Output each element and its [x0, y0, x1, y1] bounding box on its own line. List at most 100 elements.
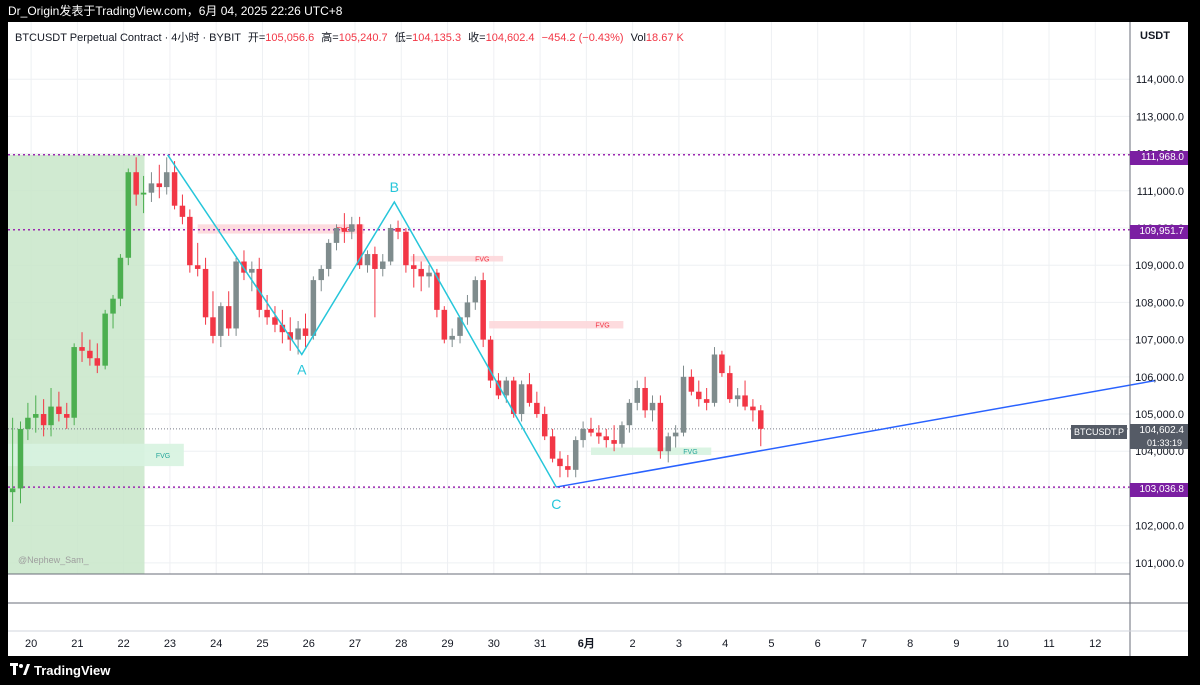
candle-body — [387, 228, 394, 262]
candle-body — [233, 261, 239, 329]
legend-close-label: 收= — [468, 32, 486, 44]
price-tick-label: 108,000.0 — [1135, 297, 1184, 309]
candle-body — [372, 254, 378, 269]
candle-body — [295, 328, 301, 340]
candle-body — [171, 172, 178, 206]
time-tick-label: 6月 — [578, 637, 595, 650]
candle-body — [17, 428, 24, 489]
legend-vol-label: Vol — [630, 32, 646, 44]
legend-high-label: 高= — [321, 32, 339, 44]
time-tick-label: 23 — [164, 638, 176, 650]
pattern-label-c: C — [551, 496, 561, 512]
time-tick-label: 26 — [303, 638, 315, 650]
candle-body — [48, 406, 54, 426]
time-tick-label: 2 — [630, 638, 636, 650]
legend-vol: 18.67 K — [645, 32, 684, 44]
candle-body — [133, 172, 139, 195]
legend-change: −454.2 (−0.43%) — [541, 32, 624, 44]
attribution-bar: Dr_Origin发表于TradingView.com，6月 04, 2025 … — [0, 0, 1200, 22]
fvg-zone — [590, 447, 712, 455]
candle-body — [449, 335, 455, 340]
candle-body — [426, 272, 432, 277]
price-tick-label: 109,000.0 — [1135, 260, 1184, 272]
candle-body — [318, 268, 324, 281]
candle-body — [457, 317, 463, 336]
candle-body — [503, 380, 510, 396]
candle-body — [634, 387, 640, 403]
price-tick-label: 101,000.0 — [1135, 558, 1184, 570]
candle-body — [703, 399, 710, 403]
chart-canvas[interactable]: FVGFVGFVGFVGFVG ABC 114,000.0113,000.011… — [8, 22, 1188, 656]
candle-body — [356, 224, 363, 266]
time-tick-label: 24 — [210, 638, 222, 650]
candle-body — [510, 380, 517, 415]
fvg-zone — [8, 443, 184, 467]
legend-low-label: 低= — [394, 32, 413, 44]
axis-unit-label[interactable]: USDT — [1140, 30, 1170, 42]
time-tick-label: 27 — [349, 638, 361, 650]
time-tick-label: 6 — [815, 638, 821, 650]
candle-body — [418, 268, 424, 277]
price-tick-label: 106,000.0 — [1135, 372, 1184, 384]
candle-body — [187, 216, 193, 266]
candle-body — [411, 265, 417, 269]
chart-legend: BTCUSDT Perpetual Contract · 4小时 · BYBIT… — [15, 29, 684, 45]
last-price-label: 104,602.4 — [1130, 424, 1188, 438]
candle-body — [534, 402, 540, 415]
symbol-tag: BTCUSDT.P — [1071, 425, 1127, 439]
candle-body — [696, 391, 702, 400]
time-tick-label: 5 — [768, 638, 774, 650]
fvg-zone — [197, 224, 365, 234]
time-tick-label: 3 — [676, 638, 682, 650]
candle-body — [403, 231, 409, 266]
legend-symbol[interactable]: BTCUSDT Perpetual Contract · 4小时 · BYBIT — [15, 32, 241, 44]
candle-body — [148, 183, 155, 193]
candle-body — [657, 402, 664, 452]
candle-body — [110, 298, 116, 314]
attribution-text: Dr_Origin发表于TradingView.com，6月 04, 2025 … — [8, 4, 343, 18]
time-tick-label: 21 — [71, 638, 83, 650]
candle-body — [441, 309, 448, 340]
candle-body — [434, 272, 440, 310]
candle-body — [140, 192, 147, 195]
candle-body — [79, 347, 85, 351]
candle-body — [349, 224, 355, 232]
candle-body — [603, 436, 609, 441]
time-tick-label: 29 — [441, 638, 453, 650]
candle-body — [56, 406, 62, 415]
candle-body — [719, 354, 725, 374]
legend-open-label: 开= — [247, 32, 266, 44]
horizontal-levels — [8, 154, 1130, 488]
candle-body — [225, 306, 232, 329]
time-tick-label: 20 — [25, 638, 37, 650]
candle-body — [472, 280, 479, 303]
fvg-label: FVG — [156, 453, 170, 460]
fvg-label: FVG — [683, 449, 697, 456]
candles — [9, 157, 764, 522]
time-tick-label: 25 — [256, 638, 268, 650]
time-tick-label: 22 — [118, 638, 130, 650]
candle-body — [580, 428, 586, 441]
time-tick-label: 28 — [395, 638, 407, 650]
level-label-resistance-1: 111,968.0 — [1130, 151, 1188, 165]
tradingview-brand: TradingView — [34, 663, 111, 678]
price-tick-label: 105,000.0 — [1135, 409, 1184, 421]
candle-body — [688, 376, 695, 392]
candle-body — [25, 417, 31, 429]
candle-body — [565, 466, 571, 470]
candle-body — [279, 324, 286, 333]
candle-body — [194, 265, 201, 269]
pattern-label-a: A — [297, 362, 307, 378]
candle-body — [734, 395, 741, 400]
candle-body — [333, 228, 340, 243]
candle-body — [202, 268, 209, 318]
time-tick-label: 30 — [488, 638, 500, 650]
time-tick-label: 11 — [1043, 638, 1054, 650]
price-tick-label: 104,000.0 — [1135, 446, 1184, 458]
candle-body — [310, 280, 317, 336]
candle-body — [9, 488, 16, 493]
candle-body — [249, 268, 255, 273]
level-label-support: 103,036.8 — [1130, 483, 1188, 497]
bar-countdown: 01:33:19 — [1130, 437, 1188, 449]
price-tick-label: 114,000.0 — [1136, 74, 1184, 86]
